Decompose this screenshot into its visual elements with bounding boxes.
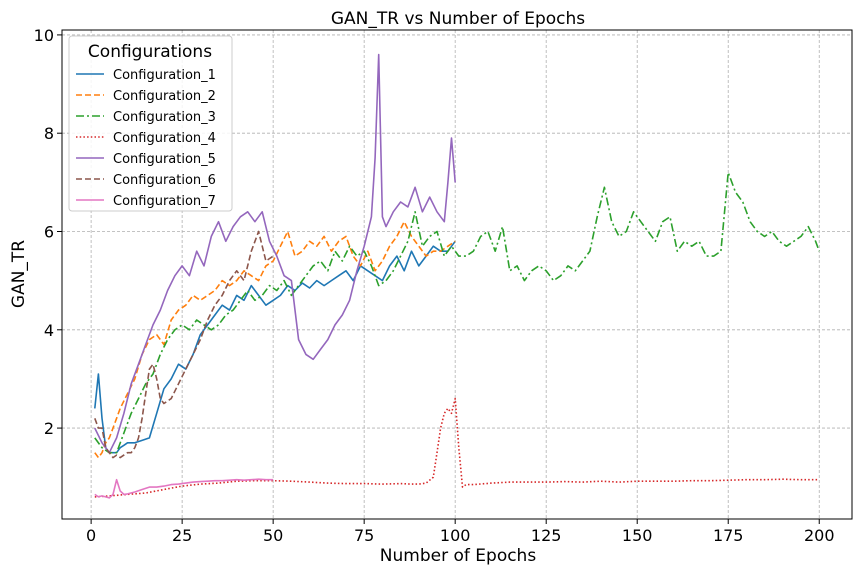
legend-label: Configuration_2 (113, 89, 216, 104)
legend-label: Configuration_7 (113, 194, 216, 209)
series-line-configuration-5 (94, 53, 456, 454)
y-axis-ticks: 2 4 6 8 10 (34, 26, 62, 438)
legend-label: Configuration_6 (113, 173, 216, 188)
y-tick-label: 6 (44, 222, 54, 241)
y-tick-label: 2 (44, 419, 54, 438)
series-line-configuration-3 (94, 171, 820, 454)
series-line-configuration-1 (94, 240, 456, 454)
y-axis-label: GAN_TR (9, 240, 29, 308)
x-tick-label: 100 (440, 526, 471, 545)
x-axis-label: Number of Epochs (380, 546, 537, 566)
x-tick-label: 50 (263, 526, 283, 545)
x-tick-label: 0 (86, 526, 96, 545)
legend-label: Configuration_5 (113, 152, 216, 167)
x-tick-label: 150 (622, 526, 653, 545)
legend-items: Configuration_1 Configuration_2 Configurat… (76, 68, 216, 209)
x-tick-label: 175 (713, 526, 744, 545)
y-tick-label: 4 (44, 321, 54, 340)
plot-frame (61, 29, 853, 520)
x-tick-label: 125 (531, 526, 562, 545)
legend: Configurations Configuration_1Configurat… (68, 35, 233, 212)
y-tick-label: 10 (34, 26, 54, 45)
legend-label: Configuration_4 (113, 131, 216, 146)
legend-label: Configuration_3 (113, 110, 216, 125)
x-tick-label: 25 (172, 526, 192, 545)
legend-box (68, 35, 233, 212)
series-line-configuration-7 (94, 478, 274, 499)
series-layer (94, 53, 820, 499)
x-axis-ticks: 0 25 50 75 100 125 150 175 200 (86, 519, 835, 545)
x-tick-label: 200 (804, 526, 835, 545)
legend-title: Configurations (88, 42, 212, 62)
series-line-configuration-4 (94, 397, 820, 498)
chart-title: GAN_TR vs Number of Epochs (331, 9, 585, 29)
series-line-configuration-2 (94, 220, 456, 459)
x-tick-label: 75 (354, 526, 374, 545)
legend-label: Configuration_1 (113, 68, 216, 83)
y-tick-label: 8 (44, 124, 54, 143)
series-line-configuration-6 (94, 230, 274, 459)
